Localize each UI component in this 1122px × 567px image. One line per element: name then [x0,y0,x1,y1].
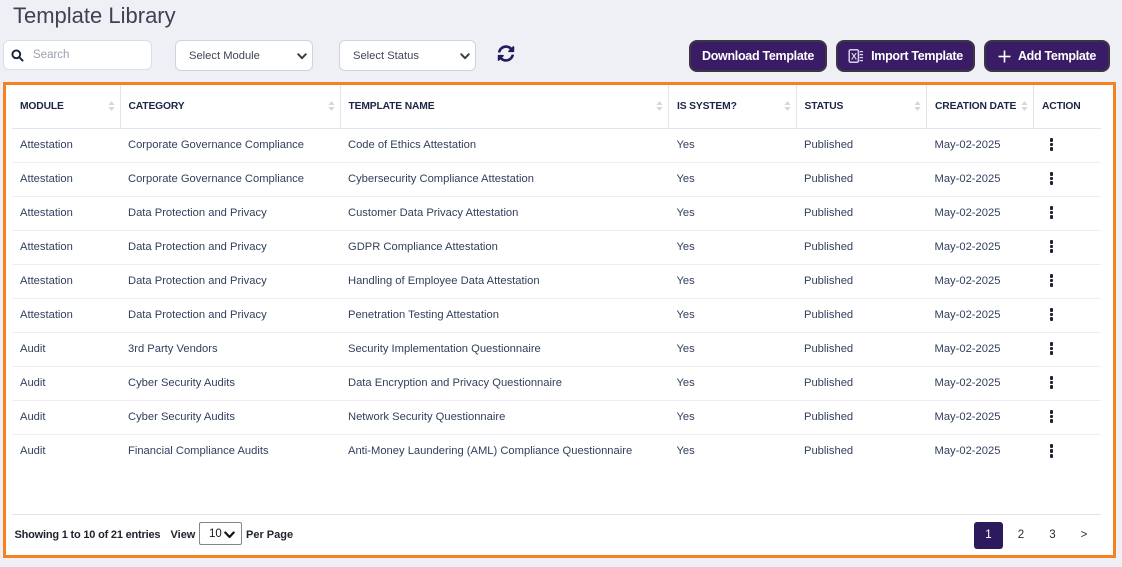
svg-text:X: X [851,51,857,61]
